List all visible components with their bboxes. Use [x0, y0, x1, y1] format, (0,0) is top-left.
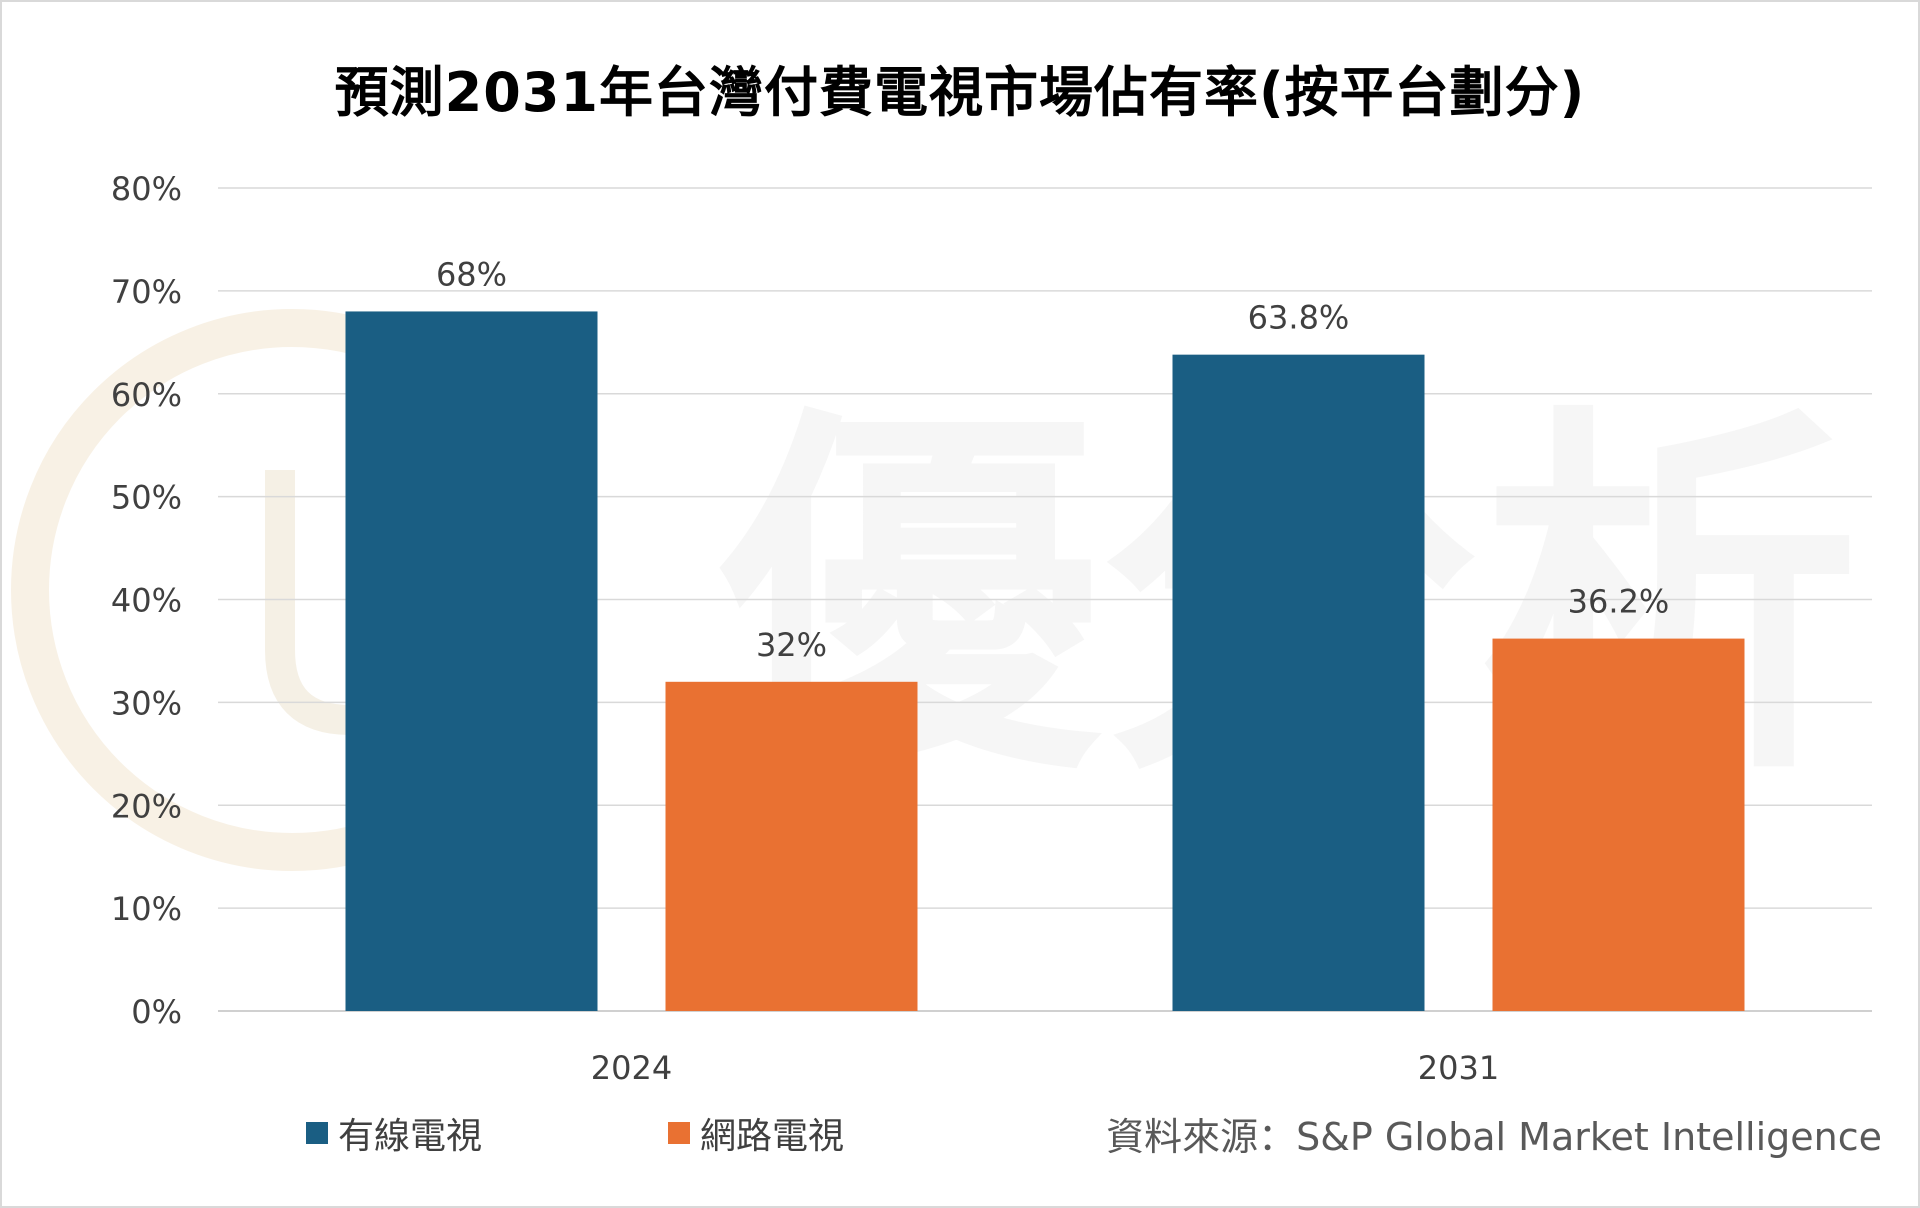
y-tick-label: 0%	[131, 993, 182, 1031]
legend-swatch-series-1	[306, 1122, 328, 1144]
x-tick-label: 2031	[1418, 1049, 1499, 1087]
y-tick-label: 60%	[111, 376, 182, 414]
legend-swatch-series-2	[668, 1122, 690, 1144]
data-label: 32%	[756, 626, 827, 664]
data-label: 63.8%	[1248, 299, 1350, 337]
chart-title: 預測2031年台灣付費電視市場佔有率(按平台劃分)	[334, 61, 1586, 124]
data-label: 68%	[436, 255, 507, 293]
legend-label-series-2: 網路電視	[700, 1116, 845, 1157]
bar	[345, 311, 598, 1011]
legend-item-series-2: 網路電視	[668, 1108, 844, 1158]
y-tick-label: 20%	[111, 787, 182, 825]
x-tick-label: 2024	[591, 1049, 672, 1087]
bar	[1492, 638, 1745, 1011]
bar	[665, 681, 918, 1011]
y-tick-label: 40%	[111, 582, 182, 620]
y-tick-label: 30%	[111, 684, 182, 722]
bar	[1172, 354, 1425, 1012]
data-label: 36.2%	[1568, 583, 1670, 621]
legend-label-series-1: 有線電視	[338, 1116, 483, 1157]
y-tick-label: 50%	[111, 479, 182, 517]
y-tick-label: 70%	[111, 273, 182, 311]
y-tick-label: 80%	[111, 170, 182, 208]
legend-item-series-1: 有線電視	[306, 1108, 482, 1158]
y-tick-label: 10%	[111, 890, 182, 928]
source-note: 資料來源：S&P Global Market Intelligence	[1106, 1114, 1882, 1159]
